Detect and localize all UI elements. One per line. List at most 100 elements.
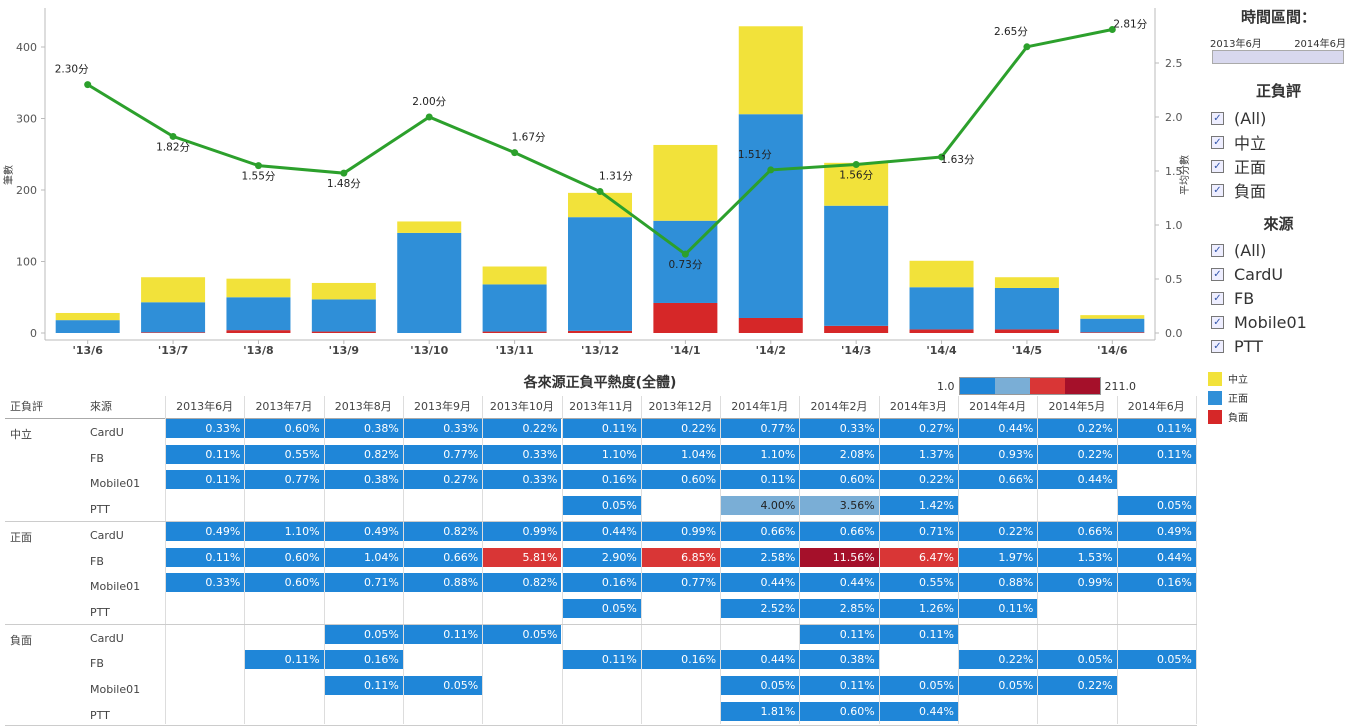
heatmap-cell[interactable]: 0.44% [879,701,958,721]
heatmap-cell[interactable]: 0.05% [1117,650,1196,670]
source-option[interactable]: ✓ CardU [1205,262,1352,286]
line-point[interactable] [340,169,348,177]
bar-segment-正面[interactable] [55,320,120,333]
bar-segment-中立[interactable] [909,260,974,288]
heatmap-cell[interactable]: 0.44% [721,650,800,670]
line-point[interactable] [1108,26,1116,34]
bar-segment-正面[interactable] [397,232,462,333]
heatmap-cell[interactable]: 0.11% [800,624,879,644]
line-point[interactable] [254,162,262,170]
source-option[interactable]: ✓ (All) [1205,238,1352,262]
heatmap-cell[interactable]: 0.99% [1038,573,1117,593]
line-point[interactable] [852,161,860,169]
heatmap-cell[interactable]: 0.11% [166,444,245,464]
heatmap-cell[interactable]: 0.11% [721,470,800,490]
bar-segment-中立[interactable] [55,312,120,321]
bar-segment-正面[interactable] [482,284,547,332]
heatmap-cell[interactable]: 1.04% [641,444,721,464]
bar-segment-負面[interactable] [994,329,1059,333]
heatmap-cell[interactable]: 0.16% [324,650,403,670]
bar-segment-中立[interactable] [738,26,803,115]
line-point[interactable] [681,250,689,258]
heatmap-cell[interactable]: 0.27% [879,419,958,438]
heatmap-cell[interactable]: 0.11% [562,419,641,438]
heatmap-cell[interactable]: 0.44% [1038,470,1117,490]
sentiment-option[interactable]: ✓ (All) [1205,106,1352,130]
bar-segment-中立[interactable] [397,221,462,233]
bar-segment-負面[interactable] [653,302,718,333]
heatmap-cell[interactable]: 0.60% [245,419,324,438]
heatmap-cell[interactable]: 0.55% [879,573,958,593]
heatmap-cell[interactable]: 0.11% [166,547,245,567]
bar-segment-負面[interactable] [824,325,889,333]
line-point[interactable] [511,149,519,157]
sentiment-option[interactable]: ✓ 中立 [1205,130,1352,154]
bar-segment-中立[interactable] [653,144,718,221]
heatmap-cell[interactable]: 0.44% [1117,547,1196,567]
checkbox-checked-icon[interactable]: ✓ [1211,159,1224,173]
heatmap-cell[interactable]: 0.05% [324,624,403,644]
bar-segment-正面[interactable] [311,299,376,332]
bar-segment-負面[interactable] [909,329,974,333]
heatmap-cell[interactable]: 0.82% [483,573,562,593]
source-option[interactable]: ✓ FB [1205,286,1352,310]
bar-segment-負面[interactable] [1080,332,1145,333]
heatmap-cell[interactable]: 0.88% [959,573,1038,593]
heatmap-cell[interactable]: 0.11% [1117,419,1196,438]
heatmap-cell[interactable]: 0.16% [562,573,641,593]
bar-segment-正面[interactable] [1080,318,1145,333]
heatmap-cell[interactable]: 0.44% [800,573,879,593]
heatmap-cell[interactable]: 0.22% [1038,419,1117,438]
heatmap-cell[interactable]: 0.22% [1038,444,1117,464]
heatmap-cell[interactable]: 1.42% [879,496,958,516]
checkbox-checked-icon[interactable]: ✓ [1211,183,1224,197]
heatmap-cell[interactable]: 0.11% [879,624,958,644]
heatmap-cell[interactable]: 0.16% [1117,573,1196,593]
heatmap-cell[interactable]: 0.22% [483,419,562,438]
heatmap-cell[interactable]: 1.26% [879,598,958,618]
heatmap-cell[interactable]: 0.05% [879,676,958,695]
bar-segment-正面[interactable] [824,205,889,326]
bar-segment-負面[interactable] [568,330,632,333]
heatmap-cell[interactable]: 6.47% [879,547,958,567]
checkbox-checked-icon[interactable]: ✓ [1211,111,1224,125]
heatmap-cell[interactable]: 0.99% [641,521,721,541]
heatmap-cell[interactable]: 0.22% [641,419,721,438]
heatmap-cell[interactable]: 0.33% [166,573,245,593]
heatmap-cell[interactable]: 1.04% [324,547,403,567]
bar-segment-中立[interactable] [311,282,376,300]
bar-segment-中立[interactable] [1080,315,1145,319]
heatmap-cell[interactable]: 0.11% [959,598,1038,618]
heatmap-cell[interactable]: 0.44% [959,419,1038,438]
heatmap-cell[interactable]: 0.38% [324,470,403,490]
bar-segment-中立[interactable] [994,277,1059,288]
bar-segment-負面[interactable] [738,317,803,333]
heatmap-cell[interactable]: 0.11% [324,676,403,695]
bar-segment-負面[interactable] [311,331,376,333]
line-point[interactable] [938,153,946,161]
heatmap-cell[interactable]: 0.33% [166,419,245,438]
heatmap-cell[interactable]: 4.00% [721,496,800,516]
bar-segment-中立[interactable] [824,162,889,206]
heatmap-cell[interactable]: 0.82% [403,521,483,541]
heatmap-cell[interactable]: 0.11% [800,676,879,695]
heatmap-cell[interactable]: 0.05% [562,496,641,516]
source-option[interactable]: ✓ Mobile01 [1205,310,1352,334]
bar-segment-正面[interactable] [226,297,291,331]
checkbox-checked-icon[interactable]: ✓ [1211,267,1224,281]
sentiment-option[interactable]: ✓ 負面 [1205,178,1352,202]
checkbox-checked-icon[interactable]: ✓ [1211,135,1224,149]
heatmap-cell[interactable]: 0.60% [800,470,879,490]
heatmap-cell[interactable]: 0.11% [562,650,641,670]
line-point[interactable] [84,81,92,89]
heatmap-cell[interactable]: 0.55% [245,444,324,464]
heatmap-cell[interactable]: 0.05% [403,676,483,695]
heatmap-cell[interactable]: 0.77% [245,470,324,490]
heatmap-cell[interactable]: 0.77% [721,419,800,438]
heatmap-cell[interactable]: 0.49% [1117,521,1196,541]
bar-segment-中立[interactable] [226,278,291,298]
heatmap-cell[interactable]: 0.05% [1117,496,1196,516]
heatmap-cell[interactable]: 0.33% [403,419,483,438]
line-point[interactable] [425,113,433,121]
heatmap-cell[interactable]: 0.11% [166,470,245,490]
